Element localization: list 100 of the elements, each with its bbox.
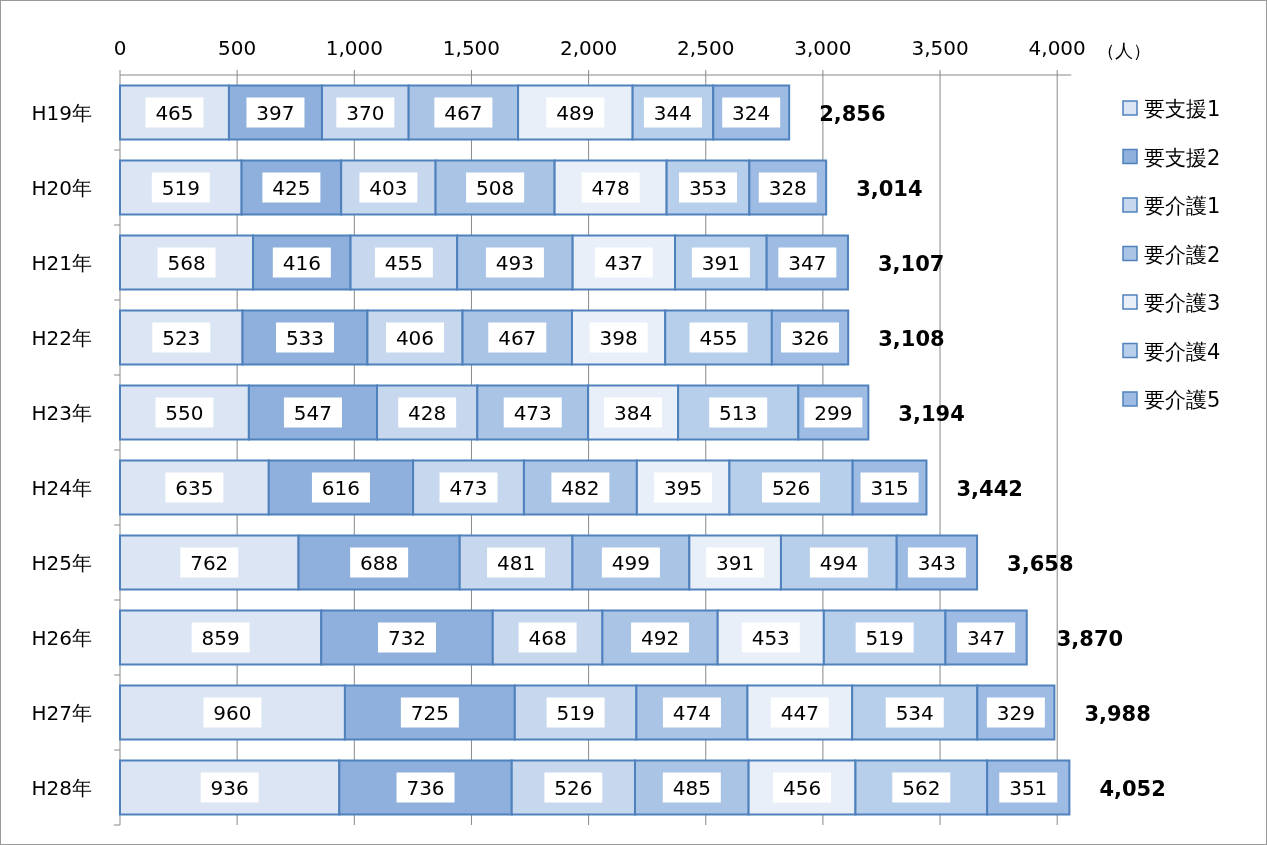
y-tick-label: H23年 — [31, 400, 92, 425]
y-tick-label: H22年 — [31, 325, 92, 350]
data-label: 398 — [599, 325, 638, 350]
data-label: 568 — [167, 250, 206, 275]
data-label: 468 — [528, 625, 567, 650]
data-label: 494 — [819, 550, 858, 575]
total-label: 2,856 — [819, 101, 886, 126]
x-tick-label: 2,000 — [559, 36, 618, 60]
data-label: 562 — [902, 775, 941, 800]
y-tick-label: H19年 — [31, 100, 92, 125]
total-label: 4,052 — [1099, 776, 1166, 801]
data-label: 526 — [554, 775, 593, 800]
total-label: 3,870 — [1056, 626, 1124, 651]
legend-label: 要介護3 — [1144, 291, 1221, 315]
y-tick-label: H24年 — [31, 475, 92, 500]
data-label: 351 — [1009, 775, 1048, 800]
data-label: 519 — [161, 175, 200, 200]
data-label: 324 — [732, 100, 771, 125]
data-label: 453 — [751, 625, 790, 650]
data-label: 960 — [213, 700, 252, 725]
data-label: 395 — [664, 475, 703, 500]
data-label: 508 — [476, 175, 515, 200]
data-label: 416 — [282, 250, 321, 275]
data-label: 406 — [395, 325, 435, 350]
y-tick-label: H25年 — [31, 550, 92, 575]
data-label: 481 — [496, 550, 536, 575]
legend-label: 要介護4 — [1144, 339, 1221, 364]
data-label: 859 — [201, 625, 240, 650]
data-label: 519 — [556, 700, 595, 725]
data-label: 473 — [513, 400, 552, 425]
x-axis-title: （人） — [1097, 40, 1152, 61]
data-label: 347 — [967, 625, 1006, 650]
data-label: 344 — [653, 100, 693, 125]
data-label: 478 — [591, 175, 630, 200]
data-label: 635 — [175, 475, 214, 500]
data-label: 547 — [293, 400, 333, 425]
data-label: 519 — [865, 625, 904, 650]
data-label: 936 — [210, 775, 249, 800]
legend-label: 要介護2 — [1144, 242, 1221, 267]
y-tick-label: H20年 — [31, 175, 92, 200]
data-label: 688 — [360, 550, 399, 575]
x-tick-label: 500 — [218, 36, 257, 60]
data-label: 493 — [495, 250, 535, 275]
total-label: 3,108 — [878, 326, 945, 351]
total-label: 3,014 — [856, 176, 923, 201]
data-label: 326 — [790, 325, 830, 350]
data-label: 533 — [285, 325, 325, 350]
legend-label: 要介護1 — [1144, 194, 1221, 218]
data-label: 403 — [369, 175, 408, 200]
data-label: 397 — [256, 100, 295, 125]
data-label: 370 — [346, 100, 385, 125]
total-label: 3,658 — [1007, 551, 1074, 576]
total-label: 3,988 — [1084, 701, 1151, 726]
y-tick-label: H26年 — [31, 625, 92, 650]
y-tick-label: H27年 — [31, 700, 92, 725]
data-label: 526 — [771, 475, 811, 500]
data-label: 347 — [788, 250, 827, 275]
data-label: 523 — [162, 325, 201, 350]
data-label: 299 — [814, 400, 853, 425]
data-label: 384 — [614, 400, 653, 425]
x-tick-label: 3,000 — [794, 36, 852, 60]
data-label: 492 — [640, 625, 680, 650]
data-label: 447 — [780, 700, 819, 725]
data-label: 513 — [719, 400, 758, 425]
data-label: 329 — [996, 700, 1035, 725]
data-label: 534 — [895, 700, 934, 725]
data-label: 353 — [688, 175, 728, 200]
total-label: 3,194 — [898, 401, 965, 426]
data-label: 489 — [556, 100, 595, 125]
x-tick-label: 0 — [113, 36, 127, 60]
legend-label: 要支援1 — [1144, 97, 1221, 121]
data-label: 725 — [410, 700, 449, 725]
data-label: 467 — [498, 325, 537, 350]
data-label: 482 — [561, 475, 600, 500]
x-tick-label: 1,000 — [325, 36, 383, 60]
data-label: 465 — [155, 100, 194, 125]
y-tick-label: H28年 — [31, 775, 92, 800]
data-label: 437 — [604, 250, 643, 275]
legend-label: 要支援2 — [1144, 145, 1221, 170]
y-tick-label: H21年 — [31, 250, 92, 275]
data-label: 391 — [701, 250, 740, 275]
legend-label: 要介護5 — [1144, 388, 1221, 412]
data-label: 467 — [444, 100, 483, 125]
data-label: 315 — [870, 475, 909, 500]
data-label: 455 — [699, 325, 738, 350]
data-label: 736 — [406, 775, 445, 800]
data-label: 474 — [672, 700, 712, 725]
data-label: 425 — [272, 175, 311, 200]
data-label: 485 — [672, 775, 711, 800]
total-label: 3,442 — [956, 476, 1023, 501]
data-label: 456 — [782, 775, 822, 800]
x-tick-label: 3,500 — [911, 36, 969, 60]
x-tick-label: 4,000 — [1028, 36, 1086, 60]
data-label: 499 — [611, 550, 650, 575]
data-label: 343 — [917, 550, 956, 575]
data-label: 762 — [190, 550, 229, 575]
x-tick-label: 2,500 — [677, 36, 735, 60]
data-label: 328 — [768, 175, 807, 200]
data-label: 616 — [321, 475, 361, 500]
data-label: 732 — [387, 625, 427, 650]
